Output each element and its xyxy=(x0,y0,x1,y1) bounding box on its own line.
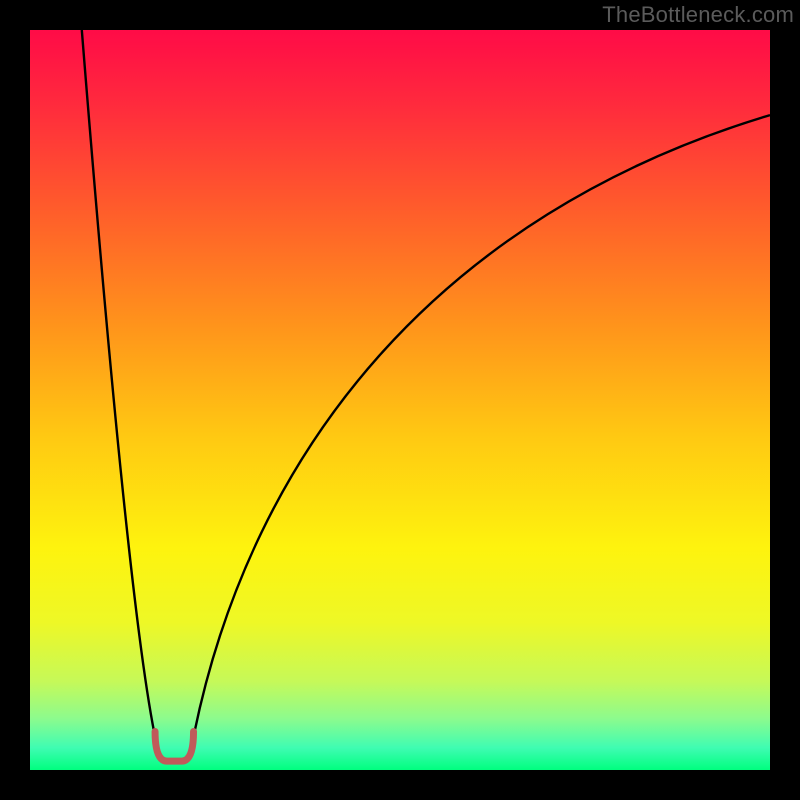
bottleneck-chart xyxy=(0,0,800,800)
gradient-background xyxy=(30,30,770,770)
plot-area xyxy=(30,30,770,770)
attribution-text: TheBottleneck.com xyxy=(602,2,794,28)
stage: TheBottleneck.com xyxy=(0,0,800,800)
